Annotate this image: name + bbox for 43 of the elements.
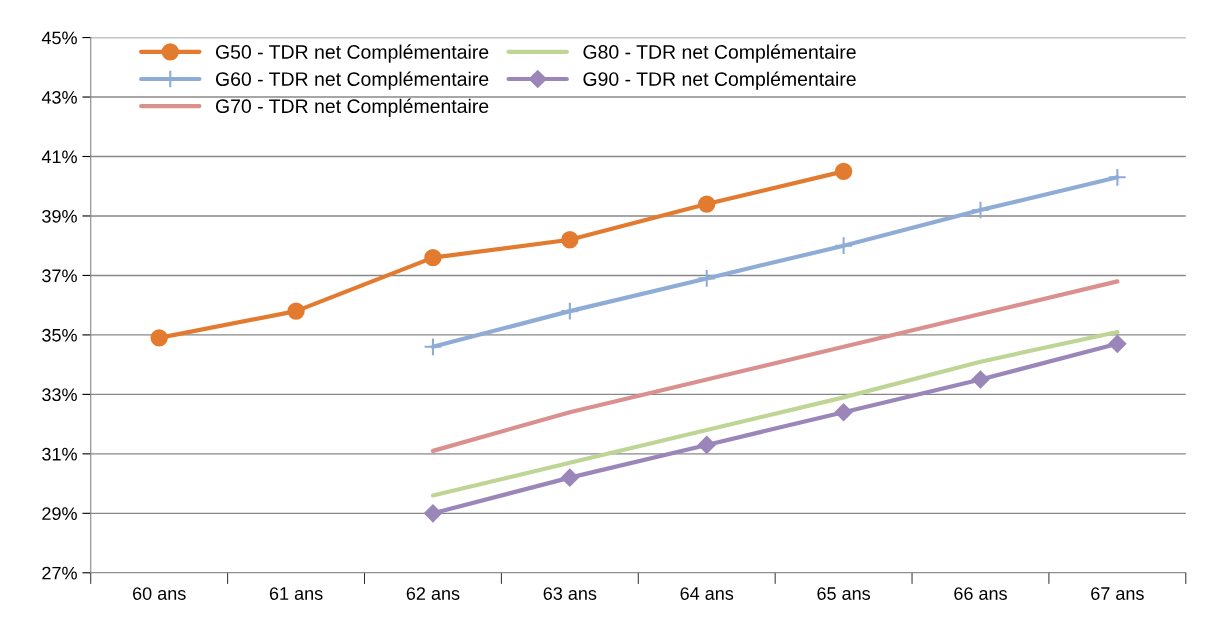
y-tick-label: 31% bbox=[42, 447, 77, 461]
y-tick-label: 27% bbox=[42, 566, 77, 580]
point bbox=[697, 436, 716, 454]
y-tick-label: 29% bbox=[42, 507, 77, 521]
point bbox=[698, 195, 716, 213]
point bbox=[560, 468, 579, 487]
line-series bbox=[430, 279, 1120, 453]
y-tick-label: 41% bbox=[41, 150, 77, 164]
point bbox=[834, 236, 853, 256]
point bbox=[561, 231, 579, 249]
y-tick-label: 45% bbox=[41, 31, 77, 45]
point bbox=[1108, 334, 1127, 353]
x-tick-label: 61 ans bbox=[269, 587, 323, 600]
point bbox=[697, 269, 717, 288]
point bbox=[971, 370, 990, 389]
point bbox=[150, 329, 168, 347]
point bbox=[1107, 167, 1127, 187]
x-tick-label: 63 ans bbox=[543, 587, 597, 600]
legend-label: G90 - TDR net Complémentaire bbox=[583, 71, 856, 90]
point bbox=[424, 248, 442, 267]
point bbox=[560, 301, 580, 321]
y-tick-label: 35% bbox=[42, 328, 77, 342]
point bbox=[971, 200, 990, 220]
x-tick-label: 66 ans bbox=[954, 587, 1007, 600]
legend-label: G50 - TDR net Complémentaire bbox=[215, 44, 489, 63]
point bbox=[834, 162, 853, 181]
x-tick-label: 65 ans bbox=[817, 587, 871, 600]
y-tick-label: 39% bbox=[42, 209, 77, 223]
legend-label: G60 - TDR net Complémentaire bbox=[215, 71, 489, 90]
line-series bbox=[430, 329, 1120, 498]
point bbox=[834, 403, 853, 422]
y-tick-label: 37% bbox=[42, 269, 77, 283]
x-tick-label: 60 ans bbox=[133, 587, 186, 600]
legend-label: G80 - TDR net Complémentaire bbox=[583, 44, 856, 63]
point bbox=[287, 302, 305, 320]
legend-label: G70 - TDR net Complémentaire bbox=[215, 98, 489, 117]
point bbox=[423, 337, 443, 357]
y-tick-label: 33% bbox=[42, 388, 77, 402]
y-tick-label: 43% bbox=[41, 90, 77, 104]
x-tick-label: 64 ans bbox=[680, 587, 734, 600]
x-tick-label: 67 ans bbox=[1091, 587, 1144, 600]
point bbox=[424, 504, 442, 523]
x-tick-label: 62 ans bbox=[406, 587, 460, 600]
